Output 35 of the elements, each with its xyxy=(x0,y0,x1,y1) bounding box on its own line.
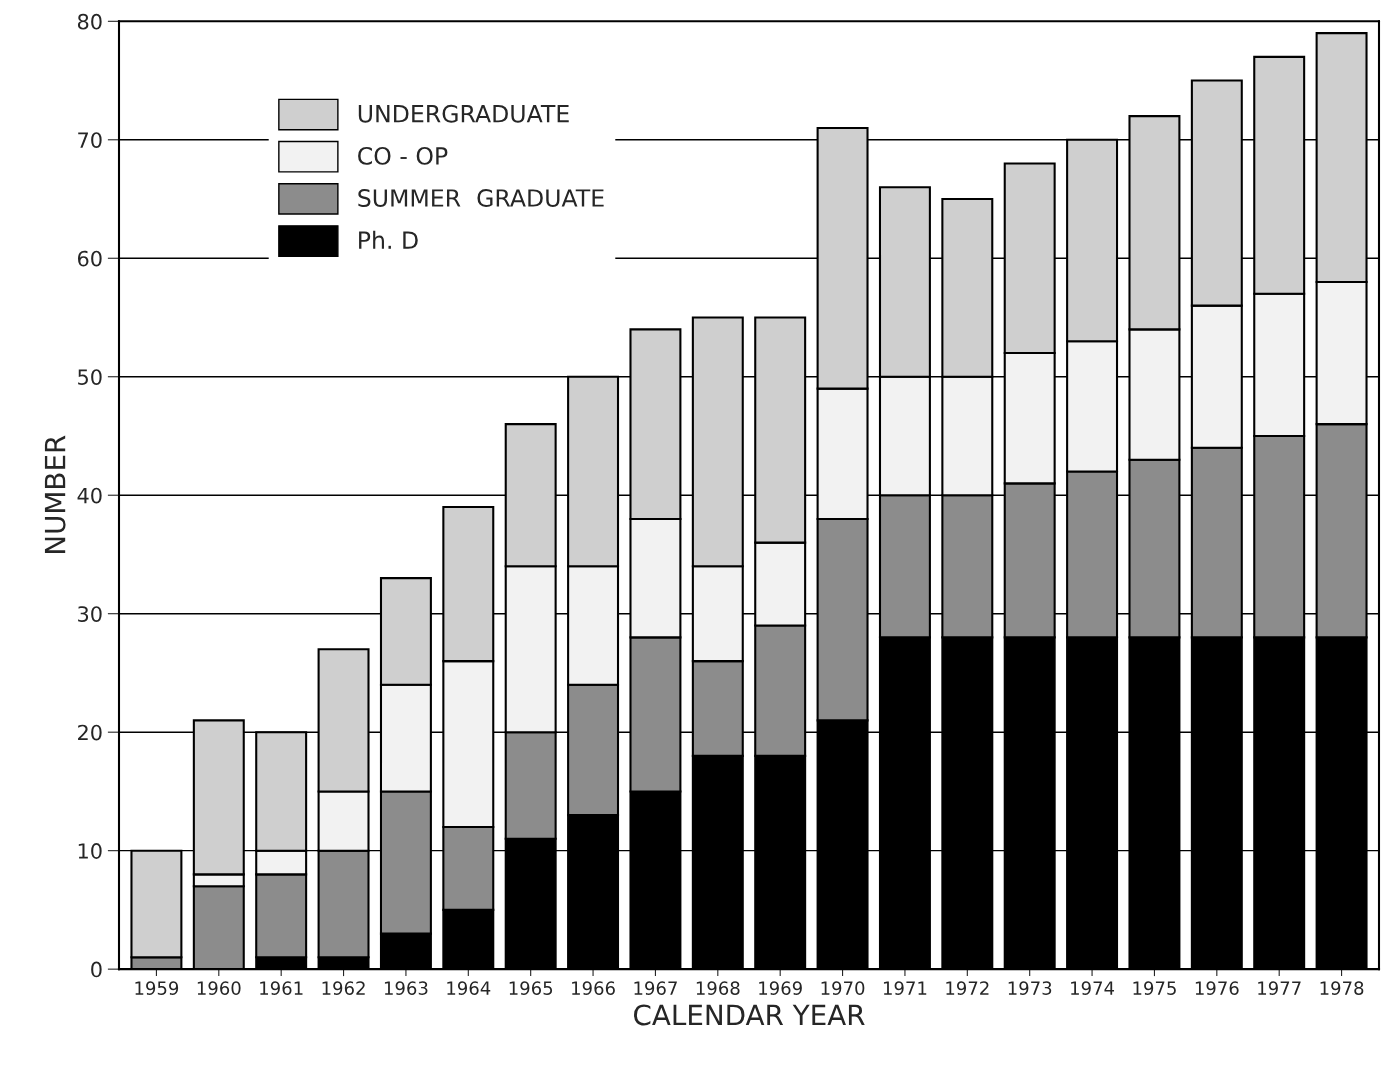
x-tick-label: 1971 xyxy=(883,981,927,995)
legend-label: UNDERGRADUATE xyxy=(358,104,569,123)
x-tick-label: 1959 xyxy=(135,981,179,995)
x-tick-label: 1974 xyxy=(1071,981,1115,995)
legend-label: SUMMER GRADUATE xyxy=(358,189,604,207)
y-tick-label: 50 xyxy=(78,369,102,385)
y-tick-label: 10 xyxy=(78,843,102,859)
x-axis-title: CALENDAR YEAR xyxy=(634,1004,865,1026)
x-tick-label: 1973 xyxy=(1008,981,1052,995)
y-tick-label: 80 xyxy=(77,13,102,30)
x-tick-label: 1960 xyxy=(197,981,241,995)
x-tick-label: 1963 xyxy=(384,981,428,995)
x-tick-label: 1968 xyxy=(696,981,740,995)
y-tick-label: 30 xyxy=(78,606,102,622)
y-tick-label: 0 xyxy=(91,961,102,978)
y-tick-label: 60 xyxy=(77,250,102,267)
x-tick-label: 1976 xyxy=(1195,981,1239,995)
x-tick-label: 1962 xyxy=(322,981,365,995)
y-tick-label: 20 xyxy=(78,724,102,741)
y-axis-title: NUMBER xyxy=(44,435,66,553)
x-tick-label: 1964 xyxy=(447,981,491,995)
y-tick-label: 40 xyxy=(77,487,102,504)
x-tick-label: 1977 xyxy=(1258,981,1301,995)
x-tick-label: 1972 xyxy=(946,981,989,995)
x-tick-label: 1975 xyxy=(1133,981,1176,995)
y-tick-label: 70 xyxy=(78,132,102,148)
legend-label: Ph. D xyxy=(359,230,418,249)
x-tick-label: 1969 xyxy=(759,981,802,995)
x-tick-label: 1967 xyxy=(634,981,677,995)
x-tick-label: 1978 xyxy=(1320,981,1364,995)
x-tick-label: 1965 xyxy=(509,981,553,995)
x-tick-label: 1970 xyxy=(821,981,865,995)
legend-label: CO - OP xyxy=(358,146,448,165)
x-tick-label: 1966 xyxy=(572,981,615,995)
x-tick-label: 1961 xyxy=(260,981,303,995)
